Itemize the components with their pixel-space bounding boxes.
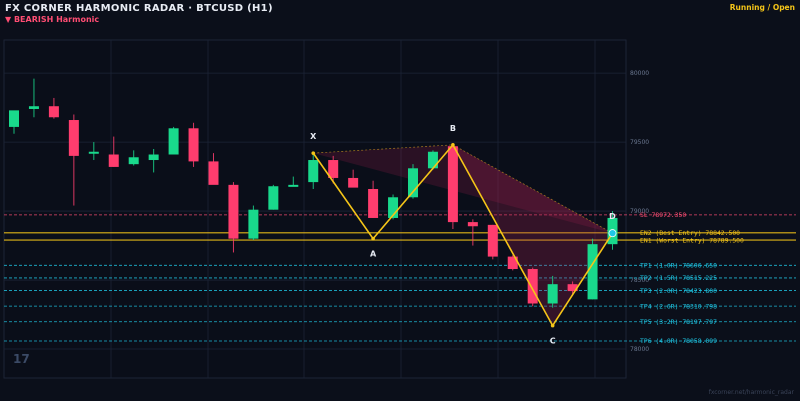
- candle-body: [28, 106, 39, 109]
- level-label: EN2 (Best Entry) 78842.500: [640, 229, 740, 237]
- candle-body: [467, 222, 478, 227]
- candle-body: [108, 154, 119, 167]
- candle-body: [507, 256, 518, 270]
- candle-body: [587, 244, 598, 300]
- pattern-point-b: [451, 143, 455, 147]
- candle-body: [408, 168, 418, 198]
- pattern-point-a: [371, 236, 375, 241]
- candle-body: [527, 269, 538, 304]
- level-label: TP1 (1.0R) 78606.650: [640, 262, 717, 270]
- footer-credit: fxcorner.net/harmonic_radar: [708, 389, 794, 396]
- candle-body: [487, 224, 498, 257]
- candle-body: [388, 197, 399, 218]
- tradingview-watermark: 17: [13, 352, 30, 366]
- candle-body: [228, 184, 239, 239]
- candle-body: [328, 160, 339, 178]
- pattern-fill-xbd: [313, 144, 613, 234]
- candle-body: [348, 177, 359, 188]
- pattern-label-b: B: [450, 124, 456, 133]
- candle-body: [128, 157, 139, 165]
- candle-body: [148, 154, 159, 161]
- candle-body: [308, 160, 319, 183]
- candle-body: [68, 120, 79, 156]
- pattern-guide-xb: [313, 144, 453, 154]
- y-axis-tick-label: 79000: [630, 208, 649, 215]
- y-axis-tick-label: 80000: [630, 70, 649, 77]
- candle-body: [567, 284, 578, 292]
- pattern-point-x: [311, 151, 316, 155]
- candle-body: [288, 184, 299, 187]
- pattern-point-d: [608, 229, 617, 238]
- candle-body: [248, 209, 259, 239]
- candle-body: [9, 110, 19, 127]
- candle-body: [547, 284, 558, 304]
- level-label: TP3 (2.0R) 78423.800: [640, 287, 717, 295]
- level-label: TP2 (1.5R) 78515.225: [640, 274, 717, 282]
- candle-body: [268, 186, 279, 210]
- status-indicator: Running / Open: [729, 3, 795, 12]
- chart-title: FX CORNER HARMONIC RADAR · BTCUSD (H1): [5, 3, 273, 14]
- level-label: EN1 (Worst Entry) 78789.500: [640, 236, 744, 244]
- candle-body: [188, 128, 199, 162]
- level-label: TP4 (2.6R) 78310.798: [640, 302, 717, 310]
- candle-body: [368, 188, 379, 218]
- y-axis-tick-label: 78000: [630, 346, 649, 353]
- candle-body: [168, 128, 179, 155]
- candle-body: [48, 106, 59, 118]
- plot-area: [3, 39, 627, 379]
- pattern-point-c: [550, 323, 555, 328]
- pattern-fill-bcd: [452, 144, 613, 326]
- pattern-label-d: D: [609, 212, 616, 221]
- level-label: SL 78972.350: [640, 211, 686, 219]
- y-axis-tick-label: 78500: [630, 277, 649, 284]
- pattern-label-a: A: [370, 250, 377, 259]
- level-label: TP5 (3.2R) 78197.797: [640, 318, 717, 326]
- candle-body: [427, 151, 438, 169]
- pattern-label-x: X: [310, 132, 317, 141]
- candle-body: [88, 151, 99, 154]
- y-axis-tick-label: 79500: [630, 139, 649, 146]
- candle-body: [208, 161, 219, 185]
- pattern-label-c: C: [550, 337, 556, 346]
- pattern-direction-label: ▼ BEARISH Harmonic: [5, 15, 100, 24]
- level-label: TP6 (4.0R) 78058.099: [640, 337, 717, 345]
- candle-body: [447, 146, 458, 223]
